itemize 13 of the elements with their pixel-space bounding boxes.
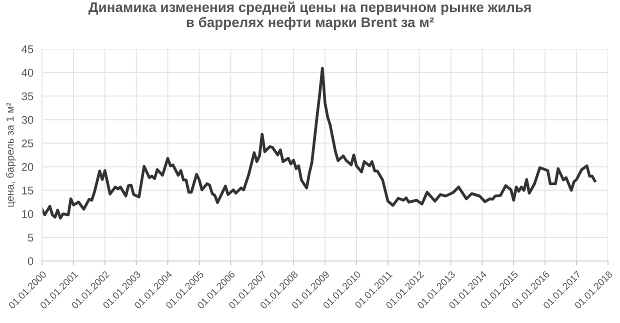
y-tick-label: 35 (22, 92, 34, 100)
y-tick-label: 10 (22, 210, 34, 218)
y-axis-title: цена, баррель за 1 м² (6, 102, 16, 207)
y-tick-label: 40 (22, 68, 34, 77)
y-tick-label: 20 (22, 163, 34, 171)
y-tick-label: 25 (22, 139, 34, 148)
y-tick-label: 45 (22, 45, 34, 54)
y-tick-label: 15 (22, 186, 34, 194)
chart-title: Динамика изменения средней цены на первичном рынке жилья в баррелях нефти марки Brent за м² (88, 2, 531, 30)
y-tick-label: 30 (22, 116, 34, 124)
line-series (42, 66, 596, 220)
y-tick-label: 5 (28, 234, 34, 242)
y-tick-label: 0 (28, 257, 34, 266)
